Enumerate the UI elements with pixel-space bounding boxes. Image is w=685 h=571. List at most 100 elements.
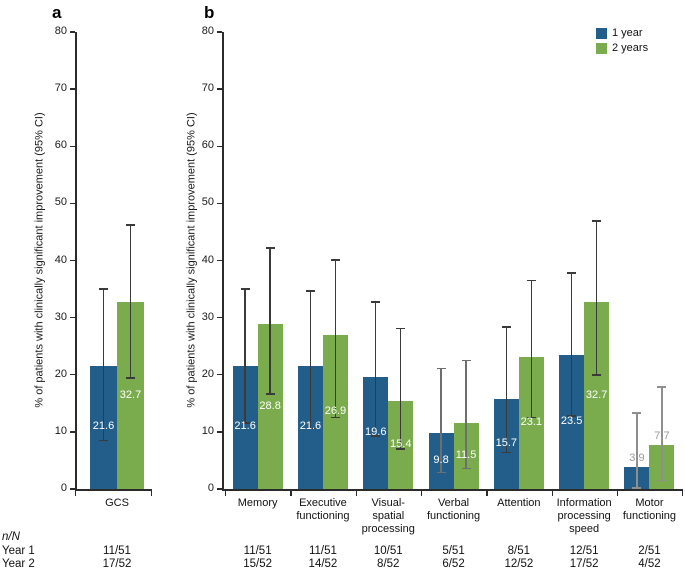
panel-a-y-tick-label-0: 0 — [60, 482, 67, 494]
legend-label-2-years: 2 years — [612, 42, 649, 54]
panel-b-y-axis — [222, 32, 224, 491]
panel-b-y-tick-label-60: 60 — [201, 139, 214, 152]
panel-a-y-tick-label-20: 20 — [54, 367, 67, 380]
value-label-1-year-executive-functioning: 21.6 — [299, 420, 322, 433]
panel-b-x-tick-2 — [355, 490, 357, 496]
error-cap-bottom-2-years-information-processing-speed — [592, 373, 602, 376]
error-cap-bottom-1-year-information-processing-speed — [567, 414, 577, 417]
panel-a-y-tick-label-70: 70 — [54, 82, 67, 95]
value-label-1-year-memory: 21.6 — [234, 420, 256, 433]
category-label-executive-functioning: Executive functioning — [296, 497, 350, 522]
nn-year-1-motor-functioning: 2/51 — [638, 545, 661, 557]
panel-b-y-tick-label-10: 10 — [201, 424, 214, 437]
error-cap-top-1-year-memory — [240, 288, 250, 290]
error-cap-top-1-year-attention — [501, 325, 511, 328]
nn-year-2-memory: 15/52 — [243, 558, 273, 570]
panel-b-y-tick-30 — [217, 316, 222, 319]
error-bar-1-year-visual-spatial-processing — [375, 301, 377, 436]
nn-year-2-verbal-functioning: 6/52 — [442, 558, 465, 570]
nn-year-2-visual-spatial-processing: 8/52 — [377, 558, 400, 570]
panel-a-y-tick-label-10: 10 — [54, 424, 67, 437]
panel-a-y-tick-80 — [70, 31, 75, 33]
error-cap-top-2-years-gcs — [126, 224, 135, 226]
error-cap-top-1-year-motor-functioning — [632, 412, 642, 414]
panel-b-x-tick-0 — [225, 490, 227, 496]
error-cap-top-2-years-information-processing-speed — [592, 220, 602, 222]
error-cap-top-2-years-memory — [265, 247, 275, 249]
error-cap-bottom-2-years-motor-functioning — [657, 479, 667, 482]
panel-b-y-tick-label-20: 20 — [201, 367, 214, 380]
panel-b-x-tick-5 — [551, 490, 553, 496]
error-cap-bottom-2-years-memory — [265, 393, 275, 396]
nn-year-1-visual-spatial-processing: 10/51 — [373, 545, 403, 557]
panel-b-y-tick-70 — [217, 88, 222, 90]
category-label-motor-functioning: Motor functioning — [622, 497, 677, 522]
error-bar-2-years-attention — [530, 280, 533, 418]
category-label-verbal-functioning: Verbal functioning — [426, 497, 481, 522]
panel-a-y-tick-label-40: 40 — [54, 253, 67, 266]
error-cap-bottom-1-year-gcs — [99, 439, 108, 442]
panel-b-y-tick-label-40: 40 — [201, 253, 214, 266]
error-cap-bottom-1-year-visual-spatial-processing — [371, 434, 381, 437]
error-cap-top-1-year-executive-functioning — [305, 289, 315, 292]
nn-year-1-attention: 8/51 — [507, 545, 531, 557]
nn-year-2-motor-functioning: 4/52 — [638, 558, 661, 570]
panel-b-x-tick-6 — [616, 490, 619, 496]
value-label-1-year-gcs: 21.6 — [92, 420, 115, 433]
value-label-1-year-information-processing-speed: 23.5 — [560, 414, 583, 427]
category-label-information-processing-speed: Information processing speed — [556, 497, 612, 535]
category-label-visual-spatial-processing: Visual-spatial processing — [361, 497, 415, 535]
panel-b-y-tick-80 — [217, 31, 222, 33]
value-label-1-year-attention: 15.7 — [495, 437, 518, 450]
error-cap-top-1-year-verbal-functioning — [436, 367, 446, 370]
error-bar-1-year-memory — [244, 289, 246, 424]
error-bar-2-years-gcs — [129, 225, 132, 378]
error-bar-1-year-executive-functioning — [309, 290, 312, 429]
error-cap-top-1-year-visual-spatial-processing — [371, 300, 381, 303]
legend-item-2-years: 2 years — [596, 42, 648, 54]
panel-a-x-axis — [75, 489, 152, 491]
error-bar-2-years-visual-spatial-processing — [400, 328, 402, 449]
error-bar-1-year-information-processing-speed — [570, 273, 573, 416]
nn-year-1-executive-functioning: 11/51 — [308, 545, 337, 557]
error-cap-top-2-years-visual-spatial-processing — [396, 327, 406, 330]
panel-a-x-tick-0 — [75, 490, 77, 496]
error-cap-bottom-2-years-executive-functioning — [330, 416, 340, 419]
panel-a-y-tick-label-80: 80 — [54, 25, 67, 37]
error-cap-bottom-1-year-attention — [501, 451, 511, 454]
error-bar-2-years-information-processing-speed — [595, 221, 598, 375]
panel-b-y-tick-50 — [217, 202, 222, 205]
panel-a-y-tick-60 — [70, 145, 75, 147]
nn-year-1-gcs: 11/51 — [103, 545, 131, 557]
panel-a-y-tick-label-30: 30 — [54, 310, 67, 323]
error-cap-top-1-year-gcs — [99, 288, 108, 290]
panel-a-x-tick-1 — [150, 490, 152, 496]
legend-item-1-year: 1 year — [596, 27, 648, 39]
panel-b-x-tick-4 — [486, 490, 488, 496]
nn-year-2-executive-functioning: 14/52 — [308, 558, 338, 570]
error-cap-top-2-years-executive-functioning — [330, 259, 340, 261]
nn-year-1-verbal-functioning: 5/51 — [442, 545, 465, 557]
panel-a-letter: a — [52, 3, 62, 22]
error-cap-top-1-year-information-processing-speed — [567, 272, 577, 274]
value-label-1-year-motor-functioning: 3.9 — [629, 451, 645, 464]
error-bar-2-years-memory — [269, 247, 271, 395]
panel-a-y-tick-label-50: 50 — [54, 196, 67, 209]
error-bar-1-year-attention — [505, 326, 508, 453]
category-label-gcs: GCS — [105, 497, 129, 509]
panel-b-y-tick-label-0: 0 — [207, 482, 214, 494]
nn-year-1-information-processing-speed: 12/51 — [569, 545, 599, 557]
panel-b-x-axis — [222, 489, 683, 491]
panel-a-y-tick-20 — [70, 374, 75, 376]
panel-b-y-tick-0 — [217, 488, 222, 490]
error-bar-2-years-verbal-functioning — [465, 360, 467, 469]
panel-b-y-tick-10 — [217, 431, 222, 433]
nn-table-header: n/N — [2, 531, 20, 543]
error-bar-2-years-executive-functioning — [334, 259, 337, 418]
panel-b-y-tick-label-70: 70 — [201, 82, 214, 95]
panel-b-x-tick-3 — [420, 490, 423, 496]
panel-b-y-tick-label-80: 80 — [201, 25, 214, 37]
error-cap-bottom-2-years-verbal-functioning — [461, 467, 471, 470]
